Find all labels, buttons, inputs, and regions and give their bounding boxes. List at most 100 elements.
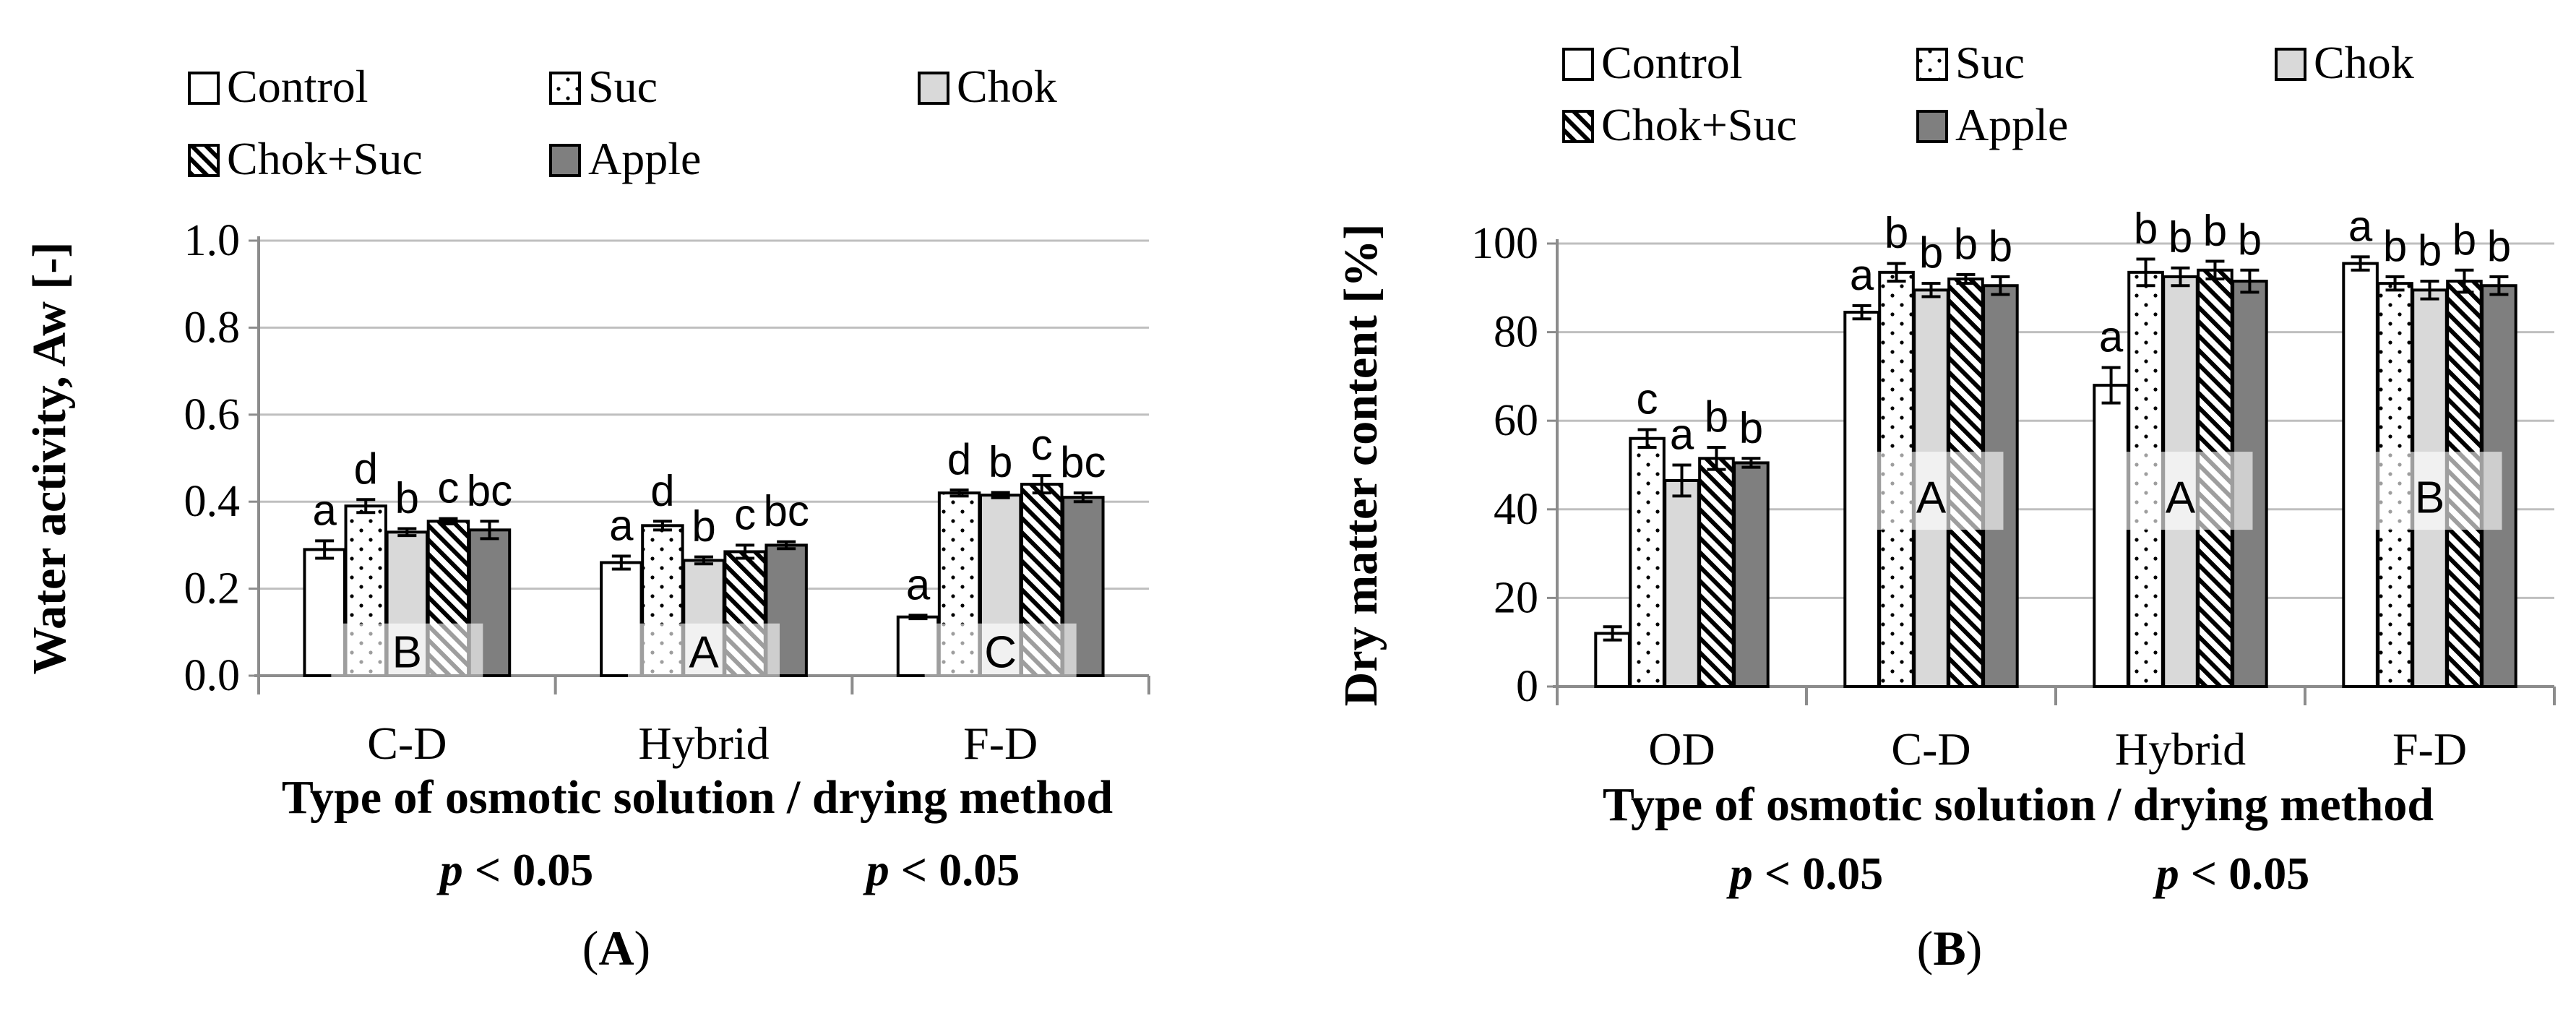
group-letter-band (628, 623, 780, 680)
group-letter-band (2357, 452, 2502, 530)
significance-letter: b (395, 474, 419, 522)
significance-letter: b (1705, 392, 1728, 441)
x-tick-label: OD (1648, 723, 1715, 775)
legend-swatch-chok (2275, 48, 2306, 81)
p-symbol: p (863, 844, 889, 895)
panel-label: (A) (582, 921, 650, 976)
y-tick-label: 40 (1494, 485, 1538, 534)
chart-panel-b: Control Suc Chok Chok+Suc Apple 0 20 40 60 80 100 c… (1335, 37, 2556, 976)
significance-letter: b (1989, 222, 2012, 270)
y-tick-label: 1.0 (184, 216, 241, 265)
panel-label-part: ( (582, 921, 599, 976)
group-letter: A (1916, 473, 1947, 522)
legend-label-suc: Suc (588, 61, 658, 112)
significance-letter: c (1031, 421, 1053, 469)
legend-label-chok: Chok (957, 61, 1057, 112)
group-letter-band (331, 623, 483, 680)
significance-letter: d (354, 444, 378, 493)
legend-label-chok-suc: Chok+Suc (1601, 99, 1797, 150)
significance-letter: bc (467, 466, 512, 515)
bar-control-hybrid (2093, 384, 2129, 688)
bar-chok-od (1663, 478, 1700, 689)
p-symbol: p (2153, 848, 2179, 899)
significance-letter: b (692, 502, 715, 551)
y-tick-label: 80 (1494, 308, 1538, 357)
significance-letter: a (1670, 410, 1694, 459)
legend-swatch-control (1562, 48, 1594, 81)
legend-label-control: Control (1601, 37, 1743, 88)
x-axis-label: Type of osmotic solution / drying method (1603, 778, 2434, 831)
x-tick-label: C-D (367, 718, 447, 769)
legend-swatch-chok (918, 72, 949, 105)
significance-letter: a (609, 501, 634, 549)
y-tick-label: 60 (1494, 396, 1538, 445)
p-value: p < 0.05 (436, 844, 593, 895)
significance-letter: a (2099, 313, 2124, 361)
significance-letter: b (1954, 220, 1978, 268)
x-tick-label: Hybrid (2115, 723, 2246, 775)
significance-letter: a (1850, 251, 1874, 299)
significance-letter: b (2203, 207, 2227, 255)
y-axis-label: Dry matter content [%] (1335, 224, 1387, 707)
group-letter-band (1858, 452, 2004, 530)
significance-letter: b (1919, 228, 1943, 277)
y-tick-label: 0.2 (184, 564, 241, 614)
legend-swatch-control (188, 72, 220, 105)
y-tick-label: 0.0 (184, 651, 241, 700)
legend-swatch-suc (549, 72, 581, 105)
panel-label-part: ( (1917, 921, 1934, 976)
y-tick-label: 0 (1516, 662, 1538, 711)
panel-label-part: ) (1966, 921, 1983, 976)
p-threshold: < 0.05 (463, 844, 593, 895)
panel-label: (B) (1917, 921, 1983, 976)
x-tick-label: F-D (963, 718, 1038, 769)
significance-letter: a (312, 486, 337, 534)
y-axis-label: Water activity, Aw [-] (23, 242, 76, 675)
legend-label-apple: Apple (588, 133, 701, 184)
significance-letter: a (906, 560, 931, 608)
significance-letter: b (2383, 222, 2407, 270)
significance-letter: d (650, 466, 674, 515)
p-threshold: < 0.05 (889, 844, 1020, 895)
y-tick-label: 20 (1494, 573, 1538, 622)
y-tick-label: 0.4 (184, 477, 241, 526)
p-value: p < 0.05 (863, 844, 1020, 895)
legend-label-chok-suc: Chok+Suc (227, 133, 423, 184)
significance-letter: b (2168, 213, 2192, 262)
x-tick-label: F-D (2392, 723, 2467, 775)
significance-letter: c (1637, 374, 1658, 423)
significance-letter: b (2452, 215, 2476, 264)
legend-label-apple: Apple (1955, 99, 2068, 150)
panel-label-part: B (1933, 921, 1965, 976)
legend-swatch-apple (1916, 110, 1948, 143)
group-letter: A (689, 628, 719, 678)
p-value: p < 0.05 (1726, 848, 1883, 899)
p-symbol: p (1726, 848, 1753, 899)
bar-apple-od (1733, 461, 1770, 688)
group-letter-band (924, 623, 1077, 680)
x-axis-label: Type of osmotic solution / drying method (282, 771, 1113, 824)
significance-letter: b (1884, 209, 1908, 257)
significance-letter: b (2238, 215, 2262, 264)
p-symbol: p (436, 844, 463, 895)
group-letter: B (2415, 473, 2444, 522)
legend-label-chok: Chok (2314, 37, 2414, 88)
significance-letter: a (2348, 202, 2373, 250)
significance-letter: b (1739, 403, 1763, 452)
group-letter-band (2108, 452, 2253, 530)
panel-label-part: ) (634, 921, 651, 976)
x-tick-label: C-D (1891, 723, 1970, 775)
x-tick-label: Hybrid (638, 718, 769, 769)
significance-letter: bc (763, 487, 809, 535)
bar-chok-suc-od (1698, 457, 1735, 688)
significance-letter: b (2487, 222, 2511, 270)
y-tick-label: 100 (1471, 219, 1538, 268)
significance-letter: d (947, 435, 971, 483)
significance-letter: bc (1060, 438, 1106, 486)
legend-label-suc: Suc (1955, 37, 2025, 88)
legend-swatch-chok-suc (188, 144, 220, 177)
legend-label-control: Control (227, 61, 369, 112)
y-tick-label: 0.8 (184, 303, 241, 352)
p-threshold: < 0.05 (1753, 848, 1883, 899)
legend-swatch-suc (1916, 48, 1948, 81)
